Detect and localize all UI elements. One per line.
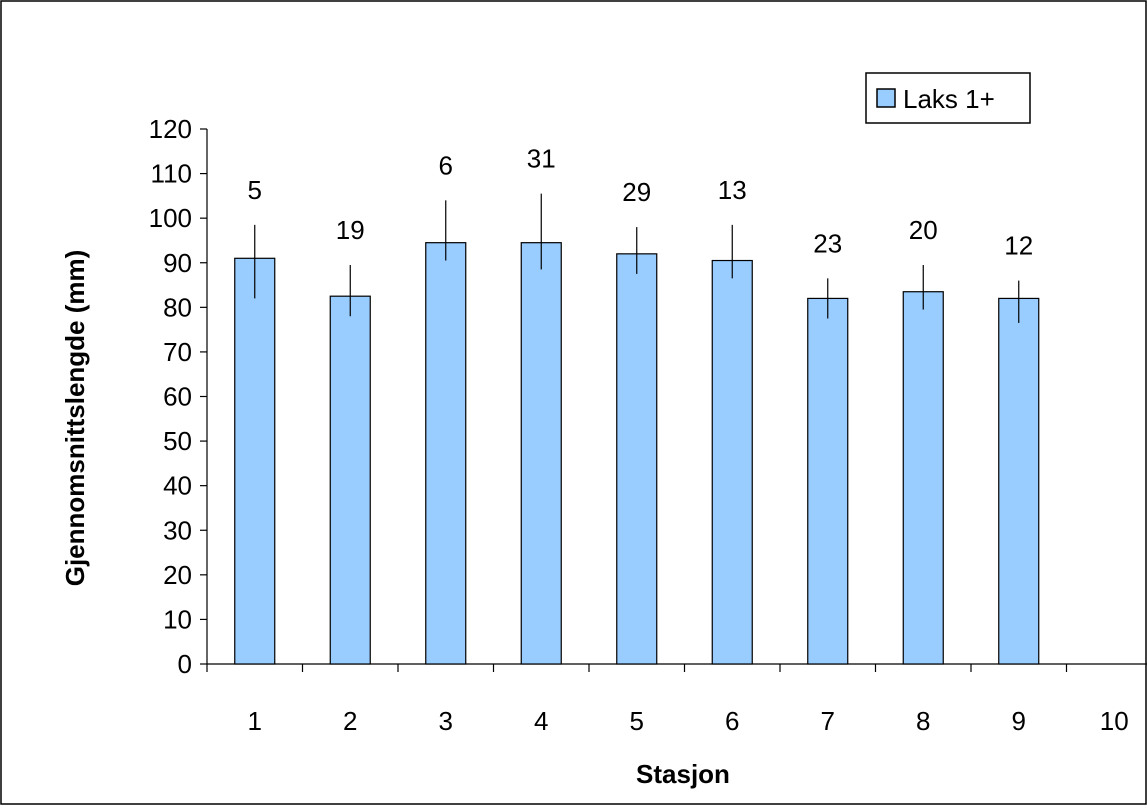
y-tick-label: 30: [163, 515, 192, 545]
x-tick-label: 9: [1012, 706, 1026, 736]
y-tick-label: 20: [163, 560, 192, 590]
bar: [425, 242, 467, 665]
data-label: 20: [909, 215, 938, 245]
x-tick-label: 1: [248, 706, 262, 736]
y-tick-label: 100: [149, 203, 192, 233]
data-label: 13: [718, 175, 747, 205]
data-label: 23: [813, 228, 842, 258]
bar: [902, 291, 944, 665]
x-tick-label: 7: [821, 706, 835, 736]
y-tick-label: 90: [163, 248, 192, 278]
data-label: 31: [527, 144, 556, 174]
x-tick-label: 10: [1100, 706, 1129, 736]
y-tick-label: 0: [178, 649, 192, 679]
data-label: 5: [248, 175, 262, 205]
x-axis-title: Stasjon: [636, 759, 730, 789]
legend: Laks 1+: [865, 72, 1031, 124]
y-tick-label: 80: [163, 292, 192, 322]
y-tick-label: 70: [163, 337, 192, 367]
x-tick-label: 8: [916, 706, 930, 736]
x-tick-label: 5: [630, 706, 644, 736]
y-axis-title: Gjennomsnittslengde (mm): [60, 250, 90, 587]
data-label: 12: [1004, 231, 1033, 261]
bar: [616, 253, 658, 665]
y-tick-label: 120: [149, 114, 192, 144]
y-tick-label: 60: [163, 382, 192, 412]
data-label: 6: [439, 150, 453, 180]
bar: [711, 259, 753, 665]
bars: [234, 193, 1040, 665]
legend-box: [865, 72, 1031, 124]
data-labels: 5 19 6 31 29 13 23 20 12: [248, 144, 1034, 261]
y-tick-label: 10: [163, 604, 192, 634]
bar: [234, 257, 276, 665]
legend-label: Laks 1+: [903, 84, 995, 114]
bar: [807, 297, 849, 665]
bar: [520, 242, 562, 665]
y-tick-label: 110: [151, 159, 192, 189]
x-tick-label: 3: [439, 706, 453, 736]
x-tick-label: 2: [343, 706, 357, 736]
y-tick-label: 40: [163, 471, 192, 501]
x-tick-label: 6: [725, 706, 739, 736]
y-axis: 0 10 20 30 40 50 60 70 80 90 100 110 120: [149, 114, 208, 679]
bar: [998, 297, 1040, 665]
legend-swatch: [876, 88, 896, 108]
data-label: 19: [336, 215, 365, 245]
x-tick-label: 4: [534, 706, 548, 736]
y-tick-label: 50: [163, 426, 192, 456]
data-label: 29: [622, 177, 651, 207]
bar: [329, 295, 371, 665]
